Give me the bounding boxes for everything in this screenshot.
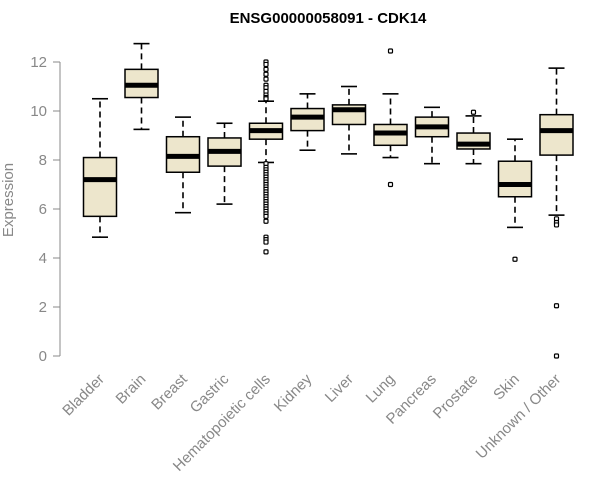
y-tick-label: 12 (30, 54, 47, 71)
y-tick-label: 10 (30, 103, 47, 120)
outlier-point (263, 218, 269, 224)
y-axis: 0 2 4 6 8 10 12 (30, 54, 61, 365)
iqr-box (456, 132, 491, 150)
iqr-box (82, 156, 118, 218)
outlier-point (512, 256, 518, 262)
box-gastric (207, 122, 242, 205)
outlier-point (553, 222, 560, 228)
box-liver (331, 85, 367, 155)
outlier-point (263, 61, 269, 68)
box-pancreas (414, 106, 450, 165)
outlier-point (263, 249, 269, 255)
box-lung (373, 48, 408, 188)
outlier-point (263, 76, 269, 82)
box-brain (124, 42, 159, 131)
outlier-point (470, 109, 477, 115)
x-category-label: Liver (322, 371, 357, 406)
outlier-point (263, 239, 269, 245)
x-category-label: Skin (490, 371, 523, 404)
x-category-label: Lung (363, 371, 399, 407)
iqr-box (539, 113, 574, 156)
y-tick-label: 8 (39, 152, 47, 169)
outlier-point (553, 303, 560, 309)
outlier-point (263, 213, 269, 219)
outlier-point (387, 181, 394, 188)
box-prostate (456, 109, 491, 165)
outlier-point (263, 66, 269, 72)
chart-title: ENSG00000058091 - CDK14 (230, 10, 427, 27)
x-category-label: Prostate (430, 371, 482, 423)
y-tick-label: 6 (39, 201, 47, 218)
y-tick-label: 4 (39, 250, 47, 267)
y-axis-label: Expression (0, 163, 17, 237)
x-category-label: Brain (113, 371, 150, 408)
box-skin (497, 138, 533, 262)
iqr-box (497, 160, 533, 198)
outlier-point (263, 96, 269, 102)
outlier-point (387, 48, 394, 54)
box-unknown-other (539, 67, 574, 359)
x-category-label: Breast (148, 370, 191, 413)
y-tick-label: 0 (39, 348, 47, 365)
box-breast (165, 116, 201, 214)
boxes-group (82, 42, 574, 359)
y-tick-label: 2 (39, 299, 47, 316)
outlier-point (263, 71, 269, 77)
outlier-point (553, 353, 560, 359)
x-category-label: Kidney (271, 370, 316, 415)
x-category-label: Bladder (59, 371, 108, 420)
box-kidney (290, 93, 325, 151)
box-hematopoietic-cells (248, 59, 284, 255)
box-bladder (82, 97, 118, 238)
